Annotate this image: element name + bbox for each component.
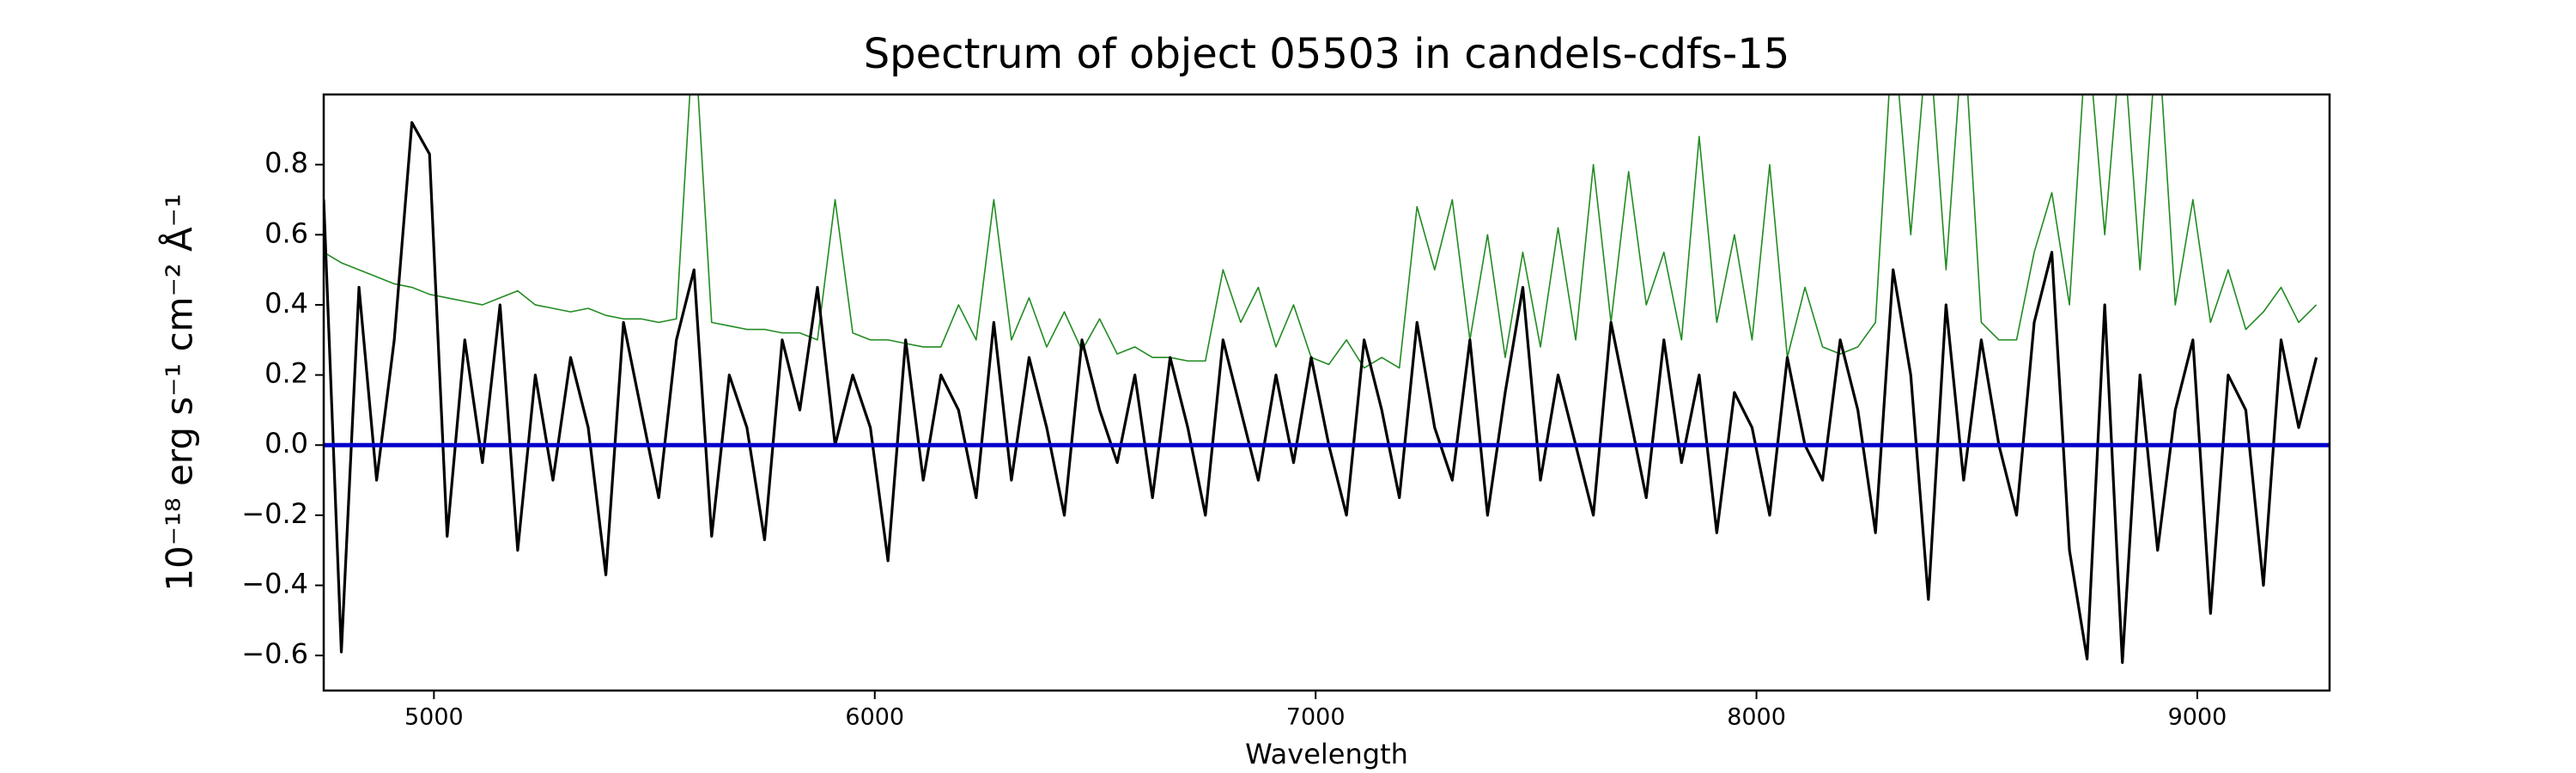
y-tick-label: 0.2 — [264, 357, 308, 390]
chart-title: Spectrum of object 05503 in candels-cdfs… — [864, 30, 1790, 78]
y-tick-label: 0.0 — [264, 427, 308, 460]
plot-area — [324, 94, 2330, 664]
x-tick-label: 9000 — [2168, 704, 2227, 731]
y-tick-label: −0.6 — [241, 637, 308, 670]
x-axis-label: Wavelength — [1245, 738, 1408, 770]
plot-frame — [322, 93, 2331, 692]
spectrum-line — [324, 94, 2318, 369]
y-tick-label: 0.8 — [264, 147, 308, 180]
y-tick-label: −0.4 — [241, 568, 308, 600]
x-tick-label: 6000 — [845, 704, 904, 731]
y-tick-label: −0.2 — [241, 497, 308, 530]
y-axis-label: 10⁻¹⁸ erg s⁻¹ cm⁻² Å⁻¹ — [158, 193, 201, 591]
x-tick-label: 7000 — [1286, 704, 1346, 731]
x-tick-label: 5000 — [404, 704, 464, 731]
y-tick-label: 0.4 — [264, 287, 308, 320]
spectrum-line — [324, 121, 2318, 664]
x-tick-label: 8000 — [1727, 704, 1786, 731]
y-tick-label: 0.6 — [264, 216, 308, 249]
